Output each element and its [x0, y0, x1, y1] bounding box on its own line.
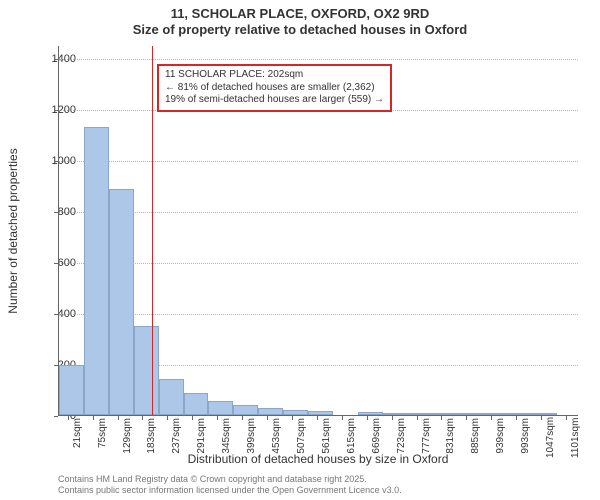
callout-line: 11 SCHOLAR PLACE: 202sqm [165, 69, 384, 82]
histogram-bar [233, 405, 258, 415]
histogram-bar [433, 413, 458, 415]
x-tick-mark [118, 416, 119, 420]
histogram-bar [532, 413, 557, 415]
histogram-bar [358, 412, 383, 415]
footer-attribution: Contains HM Land Registry data © Crown c… [58, 474, 402, 496]
x-tick-mark [516, 416, 517, 420]
x-tick-mark [367, 416, 368, 420]
x-tick-mark [142, 416, 143, 420]
x-tick-mark [167, 416, 168, 420]
histogram-bar [308, 411, 333, 415]
x-tick-mark [242, 416, 243, 420]
histogram-bar [184, 393, 209, 415]
footer-line-1: Contains HM Land Registry data © Crown c… [58, 474, 402, 485]
x-tick-mark [93, 416, 94, 420]
callout-line: ← 81% of detached houses are smaller (2,… [165, 82, 384, 95]
x-tick-mark [68, 416, 69, 420]
histogram-bar [84, 127, 109, 415]
histogram-bar [383, 413, 408, 415]
x-tick-mark [292, 416, 293, 420]
chart-title-sub: Size of property relative to detached ho… [0, 22, 600, 37]
y-tick-mark [54, 416, 58, 417]
marker-line [152, 46, 153, 415]
plot-area: 11 SCHOLAR PLACE: 202sqm← 81% of detache… [58, 46, 578, 416]
histogram-bar [483, 413, 508, 415]
x-tick-mark [217, 416, 218, 420]
y-axis-label: Number of detached properties [6, 46, 20, 416]
x-tick-mark [192, 416, 193, 420]
x-tick-mark [392, 416, 393, 420]
histogram-bar [458, 413, 483, 415]
histogram-bar [59, 365, 84, 415]
x-tick-mark [466, 416, 467, 420]
x-axis-label: Distribution of detached houses by size … [58, 452, 578, 466]
callout-box: 11 SCHOLAR PLACE: 202sqm← 81% of detache… [157, 64, 392, 112]
histogram-bar [109, 189, 134, 415]
histogram-chart: 11, SCHOLAR PLACE, OXFORD, OX2 9RD Size … [0, 0, 600, 500]
x-tick-mark [541, 416, 542, 420]
histogram-bar [208, 401, 233, 415]
histogram-bar [134, 326, 159, 415]
x-tick-mark [441, 416, 442, 420]
histogram-bar [159, 379, 184, 415]
x-tick-mark [317, 416, 318, 420]
x-tick-mark [491, 416, 492, 420]
histogram-bar [258, 408, 283, 415]
footer-line-2: Contains public sector information licen… [58, 485, 402, 496]
x-tick-mark [267, 416, 268, 420]
x-tick-mark [417, 416, 418, 420]
chart-title-main: 11, SCHOLAR PLACE, OXFORD, OX2 9RD [0, 6, 600, 21]
histogram-bar [408, 413, 433, 415]
histogram-bar [507, 413, 532, 415]
histogram-bar [283, 410, 308, 415]
x-tick-mark [342, 416, 343, 420]
x-tick-mark [566, 416, 567, 420]
callout-line: 19% of semi-detached houses are larger (… [165, 94, 384, 107]
